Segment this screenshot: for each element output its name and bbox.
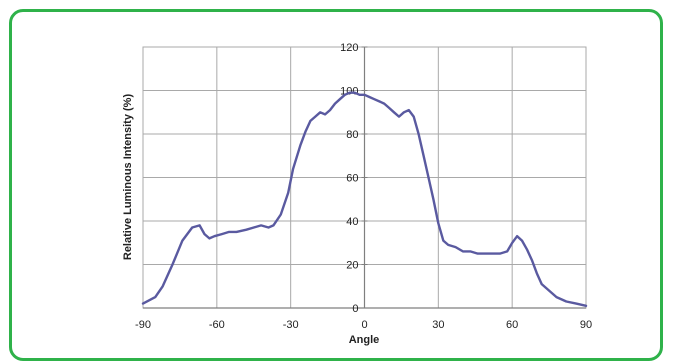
y-tick-label: 20 [346,260,358,272]
y-tick-label: 80 [346,129,358,141]
y-tick-label: 120 [340,42,358,54]
x-tick-label: -90 [135,319,151,331]
y-tick-label: 60 [346,173,358,185]
x-tick-label: 0 [361,319,367,331]
x-tick-label: -30 [283,319,299,331]
x-tick-label: 90 [580,319,592,331]
x-axis-title: Angle [349,334,380,346]
y-axis-title: Relative Luminous Intensity (%) [122,94,134,261]
y-tick-label: 0 [352,303,358,315]
x-tick-label: -60 [209,319,225,331]
x-tick-label: 60 [506,319,518,331]
y-tick-label: 40 [346,216,358,228]
x-tick-label: 30 [432,319,444,331]
